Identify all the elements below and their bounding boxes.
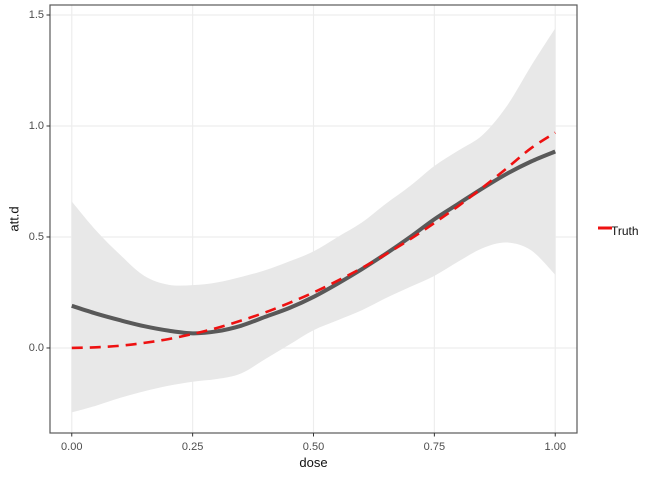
y-tick-label: 1.5 [28,8,44,21]
x-tick-label: 0.00 [61,441,83,453]
x-tick-label: 0.75 [423,441,446,453]
y-tick-label: 0.5 [28,230,44,243]
truth-line [71,131,556,350]
y-axis-title: att.d [6,206,22,232]
y-tick-label: 0.0 [28,341,44,354]
confidence-band [71,28,556,413]
x-tick-label: 0.50 [302,441,325,453]
legend: Truth [597,224,639,238]
x-tick-label: 1.00 [544,441,566,453]
x-tick-label: 0.25 [181,441,204,453]
legend-key-truth-dash-icon [598,226,612,230]
legend-label-truth: Truth [611,224,639,238]
y-tick-label: 1.0 [28,119,44,132]
x-axis-title: dose [299,455,328,470]
